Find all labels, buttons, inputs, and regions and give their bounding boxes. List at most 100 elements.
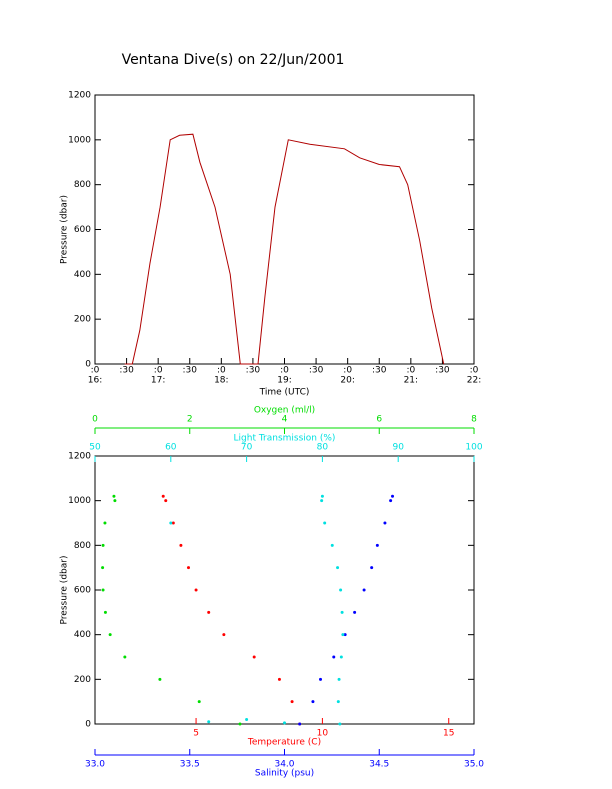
data-line: [124, 133, 445, 365]
data-point: [238, 722, 242, 726]
x-axis-label: Temperature (C): [247, 738, 321, 748]
y-axis-label: Pressure (dbar): [60, 556, 70, 625]
x-tick-label: 8: [471, 415, 477, 425]
y-tick-label: 200: [74, 315, 91, 325]
y-axis-label: Pressure (dbar): [60, 195, 70, 264]
data-point: [222, 633, 226, 637]
data-point: [320, 494, 324, 498]
data-point: [370, 566, 374, 570]
x-tick-label: :30: [435, 366, 450, 376]
x-tick-label: :30: [183, 366, 198, 376]
data-point: [207, 610, 211, 614]
data-point: [103, 610, 107, 614]
data-point: [112, 494, 116, 498]
data-point: [343, 633, 347, 637]
data-point: [186, 566, 190, 570]
data-point: [161, 494, 165, 498]
data-point: [108, 633, 112, 637]
x-tick-label: 50: [89, 443, 101, 453]
y-tick-label: 1000: [68, 135, 91, 145]
data-point: [197, 700, 201, 704]
data-point: [169, 521, 173, 525]
x-tick-hour: 22:: [467, 376, 481, 386]
y-tick-label: 1200: [68, 91, 91, 101]
x-tick-label: 100: [465, 443, 482, 453]
data-point: [391, 494, 395, 498]
x-tick-label: :0: [154, 366, 163, 376]
x-tick-label: :0: [91, 366, 100, 376]
data-point: [339, 588, 343, 592]
x-tick-label: 60: [165, 443, 177, 453]
x-axis-label: Light Transmission (%): [234, 434, 336, 444]
data-point: [207, 720, 211, 724]
x-tick-label: :30: [309, 366, 324, 376]
data-point: [290, 700, 294, 704]
x-tick-hour: 19:: [277, 376, 291, 386]
x-tick-label: 90: [392, 443, 404, 453]
x-tick-hour: 17:: [151, 376, 165, 386]
x-tick-label: :30: [372, 366, 387, 376]
y-tick-label: 400: [74, 630, 91, 640]
data-point: [101, 543, 105, 547]
x-axis-label: Salinity (psu): [255, 769, 314, 779]
data-point: [179, 543, 183, 547]
data-point: [283, 721, 286, 725]
data-point: [113, 499, 117, 503]
data-point: [158, 677, 162, 681]
data-point: [245, 718, 249, 722]
y-tick-label: 600: [74, 586, 91, 596]
data-point: [389, 499, 393, 503]
data-point: [336, 566, 340, 570]
data-point: [337, 677, 341, 681]
data-point: [341, 633, 345, 637]
y-tick-label: 200: [74, 675, 91, 685]
x-tick-label: :30: [246, 366, 261, 376]
y-tick-label: 400: [74, 270, 91, 280]
x-tick-hour: 20:: [340, 376, 354, 386]
y-tick-label: 800: [74, 180, 91, 190]
x-tick-label: :0: [280, 366, 289, 376]
data-point: [123, 655, 127, 659]
data-point: [311, 700, 315, 704]
x-axis-label: Time (UTC): [259, 388, 310, 398]
data-point: [338, 722, 342, 726]
data-point: [164, 499, 168, 503]
x-tick-label: 34.0: [274, 760, 294, 770]
y-tick-label: 1200: [68, 452, 91, 462]
y-tick-label: 600: [74, 225, 91, 235]
x-tick-hour: 16:: [88, 376, 102, 386]
x-tick-label: 34.5: [369, 760, 389, 770]
y-tick-label: 0: [85, 360, 91, 370]
data-point: [319, 677, 323, 681]
x-tick-label: 2: [187, 415, 193, 425]
y-tick-label: 800: [74, 541, 91, 551]
x-tick-label: 15: [443, 729, 454, 739]
data-point: [353, 610, 357, 614]
data-point: [362, 588, 366, 592]
x-tick-label: 4: [282, 415, 288, 425]
x-tick-hour: 21:: [404, 376, 418, 386]
x-tick-label: 10: [317, 729, 329, 739]
data-point: [298, 722, 302, 726]
data-point: [101, 566, 105, 570]
data-point: [375, 543, 379, 547]
data-point: [101, 588, 105, 592]
data-point: [339, 655, 343, 659]
data-point: [171, 521, 175, 525]
data-point: [383, 521, 387, 525]
title: Ventana Dive(s) on 22/Jun/2001: [122, 52, 345, 68]
x-tick-label: :30: [119, 366, 134, 376]
plot-frame: [94, 455, 475, 725]
data-point: [330, 543, 334, 547]
x-tick-hour: 18:: [214, 376, 228, 386]
x-tick-label: 35.0: [464, 760, 484, 770]
data-point: [336, 700, 340, 704]
x-tick-label: :0: [343, 366, 352, 376]
data-point: [340, 610, 344, 614]
x-axis-label: Oxygen (ml/l): [254, 406, 315, 416]
x-tick-label: :0: [217, 366, 226, 376]
data-point: [332, 655, 336, 659]
x-tick-label: 80: [317, 443, 329, 453]
x-tick-label: 33.0: [85, 760, 105, 770]
